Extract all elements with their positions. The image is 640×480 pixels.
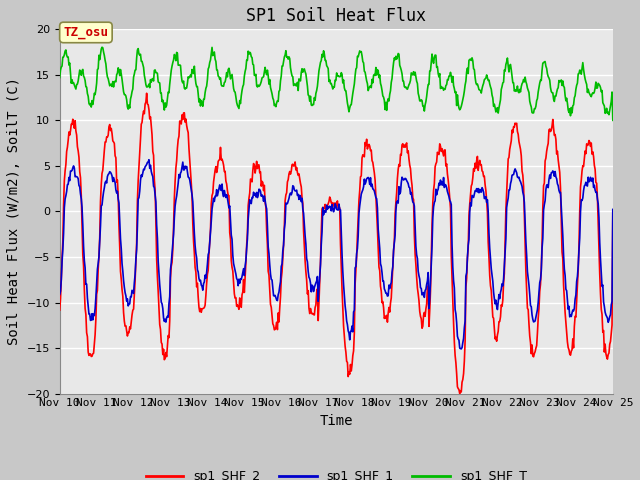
sp1_SHF_2	[123, 328, 131, 334]
sp1_SHF_1	[66, 178, 74, 183]
sp1_SHF_2	[404, 148, 412, 154]
sp1_SHF_T	[56, 75, 63, 81]
sp1_SHF_T	[209, 53, 217, 59]
sp1_SHF_2	[609, 209, 617, 215]
sp1_SHF_2	[209, 190, 217, 196]
sp1_SHF_1	[209, 201, 217, 206]
sp1_SHF_1	[56, 291, 63, 297]
Line: sp1_SHF_2: sp1_SHF_2	[60, 93, 613, 394]
Title: SP1 Soil Heat Flux: SP1 Soil Heat Flux	[246, 7, 426, 25]
sp1_SHF_1	[458, 346, 465, 352]
sp1_SHF_1	[404, 181, 412, 187]
Line: sp1_SHF_1: sp1_SHF_1	[60, 160, 613, 349]
sp1_SHF_2	[180, 110, 188, 116]
sp1_SHF_2	[56, 307, 63, 313]
sp1_SHF_T	[180, 78, 188, 84]
sp1_SHF_T	[609, 118, 617, 123]
sp1_SHF_1	[609, 206, 617, 212]
sp1_SHF_T	[420, 108, 428, 114]
sp1_SHF_2	[456, 391, 463, 396]
sp1_SHF_2	[143, 90, 150, 96]
sp1_SHF_T	[98, 44, 106, 50]
Line: sp1_SHF_T: sp1_SHF_T	[60, 47, 613, 120]
sp1_SHF_1	[123, 298, 131, 304]
X-axis label: Time: Time	[319, 414, 353, 428]
sp1_SHF_2	[420, 310, 428, 315]
Y-axis label: Soil Heat Flux (W/m2), SoilT (C): Soil Heat Flux (W/m2), SoilT (C)	[7, 77, 21, 346]
sp1_SHF_T	[124, 104, 131, 110]
sp1_SHF_T	[404, 84, 412, 90]
Text: TZ_osu: TZ_osu	[63, 26, 108, 39]
sp1_SHF_1	[420, 295, 428, 300]
sp1_SHF_2	[66, 132, 74, 138]
sp1_SHF_T	[66, 60, 74, 66]
sp1_SHF_1	[180, 167, 188, 173]
sp1_SHF_1	[145, 157, 153, 163]
Legend: sp1_SHF_2, sp1_SHF_1, sp1_SHF_T: sp1_SHF_2, sp1_SHF_1, sp1_SHF_T	[141, 466, 532, 480]
